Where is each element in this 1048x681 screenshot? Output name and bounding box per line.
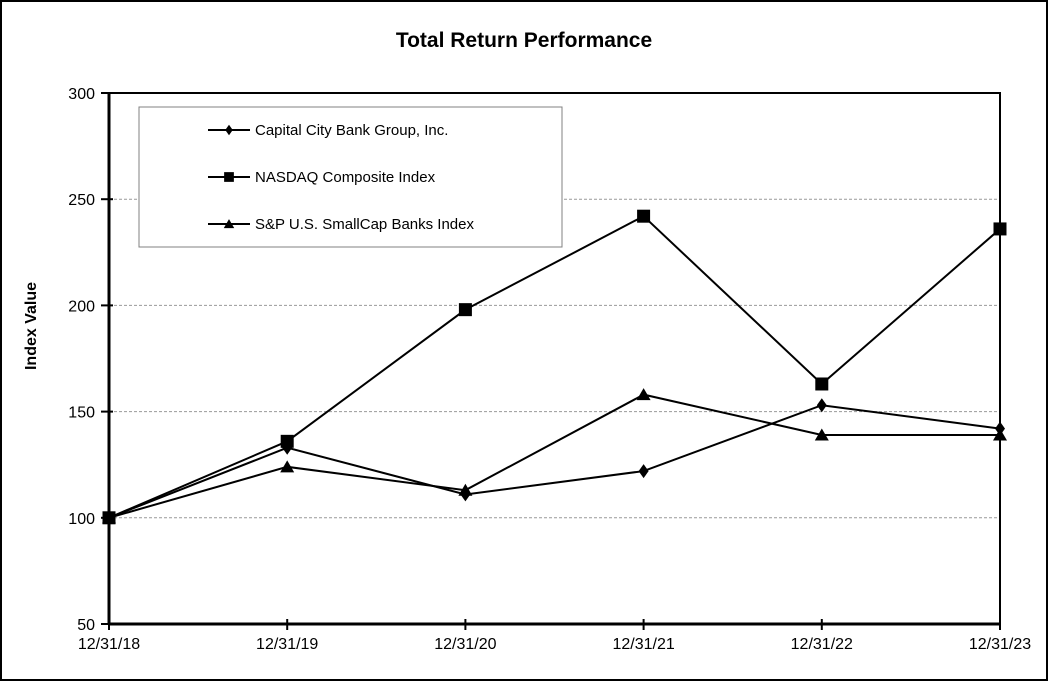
chart-title: Total Return Performance [395, 29, 653, 52]
legend-label: S&P U.S. SmallCap Banks Index [255, 216, 474, 233]
series-line-3 [108, 393, 1000, 519]
legend-triangle-marker [223, 219, 235, 229]
y-tick-label: 100 [68, 511, 95, 528]
x-tick-label: 12/31/20 [434, 636, 496, 653]
x-tick-label: 12/31/23 [969, 636, 1031, 653]
data-point-square [102, 511, 116, 525]
y-tick-label: 150 [68, 405, 95, 422]
data-point-triangle [636, 388, 651, 401]
x-tick-label: 12/31/19 [256, 636, 318, 653]
series-line-2 [108, 214, 1001, 519]
y-tick-label: 200 [68, 298, 95, 315]
series-line-1 [108, 404, 1001, 519]
y-tick-label: 250 [68, 192, 95, 209]
x-tick-label: 12/31/21 [612, 636, 674, 653]
x-tick-label: 12/31/18 [78, 636, 140, 653]
data-point-square [815, 377, 829, 391]
data-point-square [280, 434, 294, 448]
data-point-square [458, 303, 472, 317]
data-point-diamond [460, 487, 471, 502]
y-tick-label: 50 [77, 617, 95, 634]
data-point-triangle [814, 428, 829, 441]
legend-label: NASDAQ Composite Index [255, 169, 436, 186]
legend-label: Capital City Bank Group, Inc. [255, 122, 448, 139]
legend-square-marker [224, 172, 234, 182]
data-point-diamond [638, 464, 649, 479]
y-tick-label: 300 [68, 86, 95, 103]
data-point-square [993, 222, 1007, 236]
x-tick-label: 12/31/22 [791, 636, 853, 653]
data-point-diamond [816, 398, 827, 413]
data-point-diamond [995, 421, 1005, 436]
data-point-square [637, 209, 651, 223]
legend-diamond-marker [225, 124, 233, 136]
data-point-triangle [280, 460, 295, 473]
